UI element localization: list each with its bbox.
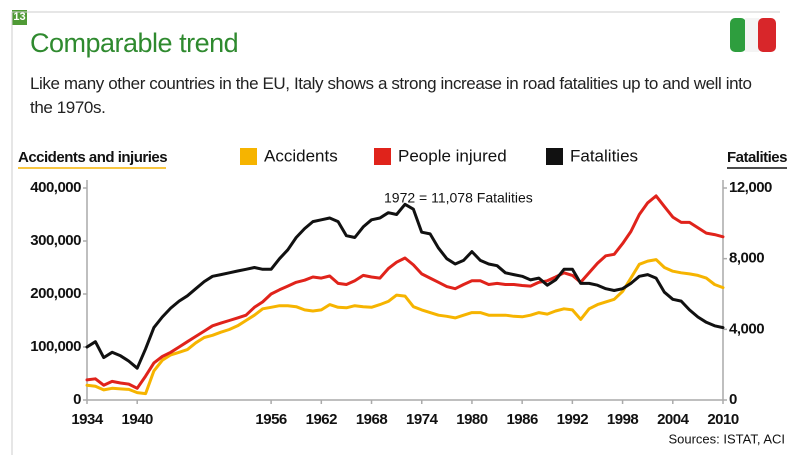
- legend-swatch: [546, 148, 563, 165]
- x-tick-label: 2004: [657, 411, 690, 428]
- y-tick-label: 300,000: [30, 232, 81, 249]
- series-line: [85, 194, 725, 390]
- y2-tick-label: 4,000: [729, 320, 764, 337]
- chart-title: Comparable trend: [30, 28, 239, 58]
- x-tick-label: 1968: [356, 411, 388, 428]
- y-tick-label: 0: [73, 391, 81, 408]
- y2-tick-label: 12,000: [729, 179, 772, 196]
- x-tick-label: 1956: [255, 411, 287, 428]
- legend-label: Accidents: [264, 146, 338, 165]
- flag: [730, 18, 776, 52]
- series-line: [85, 258, 725, 396]
- annotation: 1972 = 11,078 Fatalities: [384, 190, 533, 206]
- y2-tick-label: 0: [729, 391, 737, 408]
- x-tick-label: 1998: [607, 411, 639, 428]
- source: Sources: ISTAT, ACI: [668, 431, 785, 446]
- x-tick-label: 1986: [506, 411, 538, 428]
- x-tick-label: 1980: [456, 411, 488, 428]
- x-tick-label: 1974: [406, 411, 439, 428]
- series-line: [85, 202, 725, 370]
- y2-tick-label: 8,000: [729, 250, 764, 267]
- y2-axis-title: Fatalities: [727, 149, 787, 166]
- legend-label: People injured: [398, 146, 507, 165]
- x-tick-label: 1940: [122, 411, 154, 428]
- chart-subtitle: Like many other countries in the EU, Ita…: [30, 74, 752, 117]
- y-tick-label: 400,000: [30, 179, 81, 196]
- legend-swatch: [374, 148, 391, 165]
- y-tick-label: 200,000: [30, 285, 81, 302]
- x-tick-label: 1962: [306, 411, 338, 428]
- legend-label: Fatalities: [570, 146, 638, 165]
- x-tick-label: 1992: [557, 411, 589, 428]
- y-tick-label: 100,000: [30, 338, 81, 355]
- y-axis-title: Accidents and injuries: [18, 149, 167, 166]
- x-tick-label: 1934: [71, 411, 104, 428]
- badge: 13: [12, 10, 27, 25]
- legend-swatch: [240, 148, 257, 165]
- x-tick-label: 2010: [707, 411, 739, 428]
